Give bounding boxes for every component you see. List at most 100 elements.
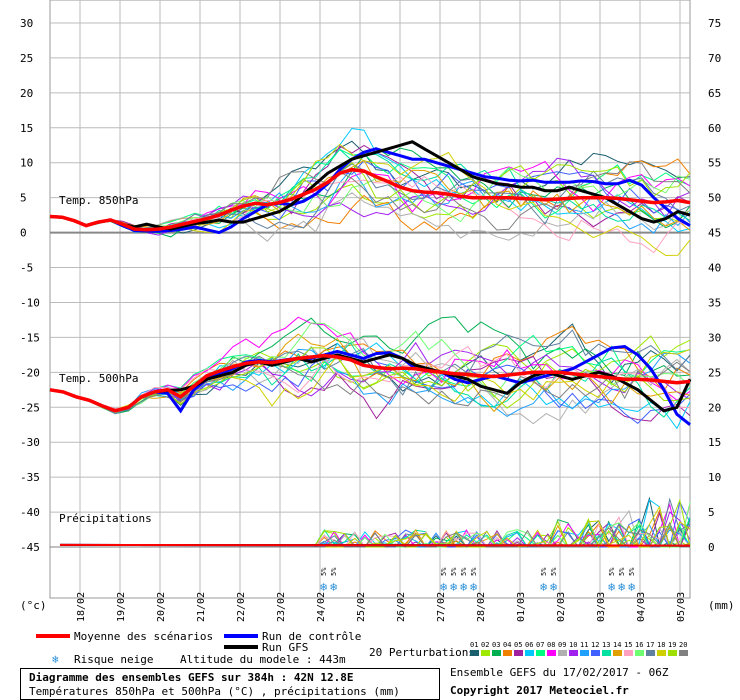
perturbation-number: 17 <box>646 641 654 649</box>
perturbation-swatch <box>591 650 600 656</box>
snowflake-icon: ❄ <box>440 580 447 594</box>
snow-risk-percent: 5% <box>320 567 328 576</box>
snow-risk-markers: 5%❄5%❄5%❄5%❄5%❄5%❄5%❄5%❄5%❄5%❄5%❄ <box>320 567 636 594</box>
perturbation-swatch <box>668 650 677 656</box>
chart-grid <box>49 0 691 599</box>
left-tick-label: 30 <box>20 17 33 30</box>
member-t500-line <box>49 348 691 417</box>
perturbation-swatch <box>514 650 523 656</box>
right-tick-label: 30 <box>708 331 721 344</box>
snowflake-icon: ❄ <box>450 580 457 594</box>
snow-risk-percent: 5% <box>628 567 636 576</box>
member-t850-line <box>49 157 691 236</box>
date-label: 28/02 <box>476 592 487 622</box>
left-tick-label: -15 <box>20 331 40 344</box>
right-tick-label: 5 <box>708 506 715 519</box>
plot-frame <box>49 0 691 599</box>
snow-risk-percent: 5% <box>618 567 626 576</box>
perturbation-number: 05 <box>514 641 522 649</box>
left-axis-ticks: 30 25 20 15 10 5 0 -5 -10 -15 -20 -25 -30 -35 -40 -45 <box>20 17 40 554</box>
snow-risk-percent: 5% <box>550 567 558 576</box>
right-tick-label: 25 <box>708 366 721 379</box>
snowflake-icon: ❄ <box>52 653 59 666</box>
main-series <box>49 140 692 547</box>
perturbation-swatch <box>481 650 490 656</box>
perturbation-swatch <box>525 650 534 656</box>
footer-title: Diagramme des ensembles GEFS sur 384h : … <box>29 671 354 684</box>
perturbation-swatch <box>580 650 589 656</box>
perturbation-number: 16 <box>635 641 643 649</box>
perturbation-number: 02 <box>481 641 489 649</box>
perturbation-swatch <box>536 650 545 656</box>
date-label: 22/02 <box>236 592 247 622</box>
perturbation-number: 20 <box>679 641 687 649</box>
perturbation-swatch <box>679 650 688 656</box>
snow-risk-percent: 5% <box>440 567 448 576</box>
date-label: 21/02 <box>196 592 207 622</box>
footer-subtitle: Températures 850hPa et 500hPa (°C) , pré… <box>29 685 400 698</box>
legend-control-label: Run de contrôle <box>262 630 361 643</box>
legend-mean-label: Moyenne des scénarios <box>74 630 213 643</box>
perturbation-number: 10 <box>569 641 577 649</box>
perturbation-number: 01 <box>470 641 478 649</box>
left-tick-label: -20 <box>20 366 40 379</box>
perturbation-swatches: 01 02 03 04 05 06 07 08 09 10 11 12 13 14 15 16 17 18 19 20 <box>470 641 688 656</box>
perturbation-swatch <box>558 650 567 656</box>
date-label: 03/03 <box>596 592 607 622</box>
perturbation-swatch <box>547 650 556 656</box>
left-tick-label: 0 <box>20 227 27 240</box>
snowflake-icon: ❄ <box>460 580 467 594</box>
perturbation-swatch <box>492 650 501 656</box>
left-tick-label: -5 <box>20 262 33 275</box>
perturbation-number: 15 <box>624 641 632 649</box>
snow-risk-percent: 5% <box>330 567 338 576</box>
snow-risk-percent: 5% <box>470 567 478 576</box>
perturbation-swatch <box>470 650 479 656</box>
perturbation-number: 13 <box>602 641 610 649</box>
left-tick-label: -30 <box>20 436 40 449</box>
snowflake-icon: ❄ <box>608 580 615 594</box>
perturbation-swatch <box>635 650 644 656</box>
date-label: 04/03 <box>636 592 647 622</box>
snowflake-icon: ❄ <box>550 580 557 594</box>
date-axis-labels: 18/02 19/02 20/02 21/02 22/02 23/02 24/02 25/02… <box>76 592 687 622</box>
snowflake-icon: ❄ <box>470 580 477 594</box>
left-tick-label: -45 <box>20 541 40 554</box>
series-t850-line <box>49 147 691 235</box>
date-label: 01/03 <box>516 592 527 622</box>
perturbation-swatch <box>503 650 512 656</box>
snowflake-icon: ❄ <box>540 580 547 594</box>
left-tick-label: 20 <box>20 87 33 100</box>
perturbation-number: 07 <box>536 641 544 649</box>
legend: Moyenne des scénarios Run de contrôle Ru… <box>36 630 688 666</box>
left-tick-label: 15 <box>20 122 33 135</box>
perturbation-swatch <box>613 650 622 656</box>
perturbation-swatch <box>602 650 611 656</box>
left-tick-label: -10 <box>20 296 40 309</box>
t850-panel-label: Temp. 850hPa <box>59 194 138 207</box>
snow-risk-percent: 5% <box>540 567 548 576</box>
series-t850-line <box>49 140 691 231</box>
left-tick-label: -25 <box>20 401 40 414</box>
perturbation-number: 19 <box>668 641 676 649</box>
legend-snow-label: Risque neige <box>74 653 153 666</box>
right-tick-label: 20 <box>708 401 721 414</box>
right-tick-label: 40 <box>708 262 721 275</box>
series-t500-line <box>49 353 691 413</box>
right-tick-label: 0 <box>708 541 715 554</box>
snow-risk-percent: 5% <box>460 567 468 576</box>
altitude-label: Altitude du modele : 443m <box>180 653 346 666</box>
t500-panel-label: Temp. 500hPa <box>59 372 138 385</box>
perturbations-label: 20 Perturbations <box>369 646 475 659</box>
date-label: 18/02 <box>76 592 87 622</box>
snow-risk-percent: 5% <box>608 567 616 576</box>
right-tick-label: 60 <box>708 122 721 135</box>
snowflake-icon: ❄ <box>628 580 635 594</box>
left-tick-label: 5 <box>20 192 27 205</box>
series-t850-line <box>49 167 691 232</box>
perturbation-swatch <box>646 650 655 656</box>
run-info: Ensemble GEFS du 17/02/2017 - 06Z <box>450 666 669 679</box>
date-label: 02/03 <box>556 592 567 622</box>
date-label: 19/02 <box>116 592 127 622</box>
